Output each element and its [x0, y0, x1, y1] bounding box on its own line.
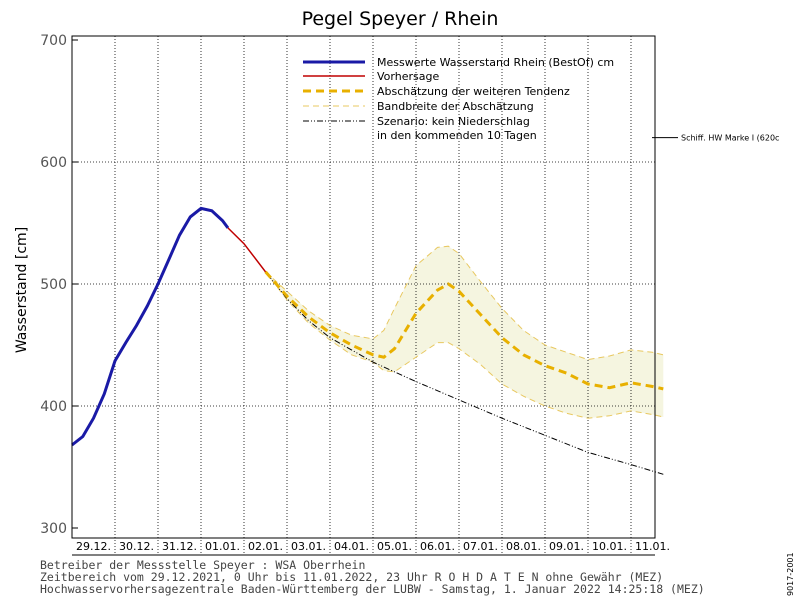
- legend: Messwerte Wasserstand Rhein (BestOf) cm …: [303, 56, 614, 142]
- x-tick-label: 30.12.: [119, 540, 154, 553]
- x-tick-label: 01.01.: [205, 540, 240, 553]
- side-code: 9017-2001: [786, 552, 795, 596]
- x-tick-label: 03.01.: [291, 540, 326, 553]
- y-tick-label: 600: [40, 155, 67, 171]
- chart-title: Pegel Speyer / Rhein: [302, 8, 499, 30]
- x-tick-label: 08.01.: [506, 540, 541, 553]
- x-tick-label: 29.12.: [76, 540, 111, 553]
- x-tick-label: 06.01.: [420, 540, 455, 553]
- tendency-line: [264, 270, 664, 391]
- scenario-line: [265, 271, 664, 475]
- grid-lines: [72, 36, 655, 555]
- legend-label-tendency: Abschätzung der weiteren Tendenz: [377, 85, 570, 98]
- reference-mark-label: Schiff. HW Marke I (620c: [681, 134, 779, 143]
- y-axis-label: Wasserstand [cm]: [14, 227, 30, 353]
- footer-time-range: Zeitbereich vom 29.12.2021, 0 Uhr bis 11…: [40, 570, 663, 584]
- x-axis-ticks: 29.12. 30.12. 31.12. 01.01. 02.01. 03.01. 04.0…: [76, 540, 670, 553]
- x-tick-label: 31.12.: [162, 540, 197, 553]
- legend-label-forecast: Vorhersage: [377, 70, 439, 83]
- plot-area: [72, 36, 655, 538]
- x-tick-label: 05.01.: [377, 540, 412, 553]
- y-axis-ticks: 300 400 500 600 700: [40, 33, 78, 537]
- x-tick-label: 09.01.: [549, 540, 584, 553]
- y-tick-label: 300: [40, 521, 67, 537]
- x-tick-label: 02.01.: [248, 540, 283, 553]
- x-tick-label: 10.01.: [592, 540, 627, 553]
- band-upper-line: [265, 245, 664, 361]
- y-tick-label: 400: [40, 399, 67, 415]
- legend-label-band: Bandbreite der Abschätzung: [377, 100, 534, 113]
- legend-label-measured: Messwerte Wasserstand Rhein (BestOf) cm: [377, 56, 614, 69]
- x-tick-label: 04.01.: [334, 540, 369, 553]
- measured-line: [71, 206, 230, 447]
- legend-label-scenario-2: in den kommenden 10 Tagen: [377, 129, 537, 142]
- footer-publisher: Hochwasservorhersagezentrale Baden-Württ…: [40, 582, 705, 596]
- x-tick-label: 11.01.: [635, 540, 670, 553]
- y-tick-label: 500: [40, 277, 67, 293]
- forecast-line: [227, 227, 267, 273]
- y-tick-label: 700: [40, 33, 67, 49]
- x-tick-label: 07.01.: [463, 540, 498, 553]
- band-area: [265, 246, 664, 419]
- band-lower-line: [265, 271, 664, 419]
- legend-label-scenario-1: Szenario: kein Niederschlag: [377, 115, 530, 128]
- footer-operator: Betreiber der Messstelle Speyer : WSA Ob…: [40, 558, 365, 572]
